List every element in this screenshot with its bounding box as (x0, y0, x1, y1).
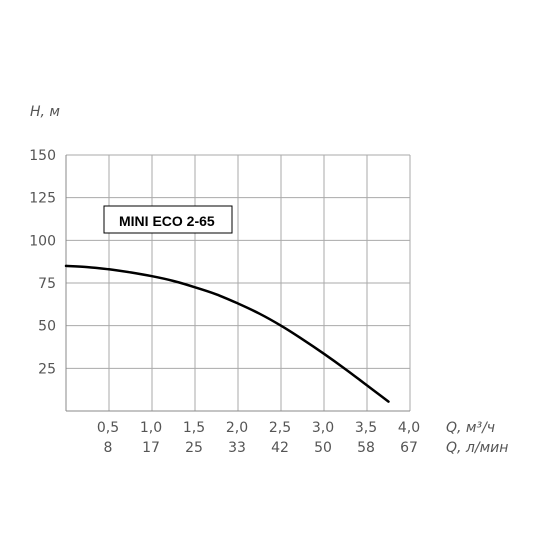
grid (66, 154, 411, 411)
x-tick-label-secondary: 25 (185, 440, 203, 456)
x-tick-labels: 0,5 8 1,0 17 1,5 25 2,0 33 2,5 42 3,0 50 3,5 58 4,0 67 (97, 420, 420, 456)
x-tick-label-secondary: 33 (228, 440, 246, 456)
x-tick-label-secondary: 17 (142, 440, 160, 456)
x-tick-label-secondary: 8 (104, 440, 113, 456)
x-tick-label-secondary: 42 (271, 440, 289, 456)
x-tick-label-primary: 1,0 (140, 420, 162, 436)
x-tick-label-primary: 0,5 (97, 420, 119, 436)
y-tick-label: 25 (38, 361, 56, 377)
y-tick-label: 125 (29, 191, 56, 207)
x-tick-label-primary: 2,0 (226, 420, 248, 436)
model-label-frame (103, 205, 233, 234)
y-tick-label: 150 (29, 148, 56, 164)
x-tick-label-primary: 3,5 (355, 420, 377, 436)
chart-title: MINI ECO 2-65 (119, 213, 215, 229)
x-axis-label-secondary: Q, л/мин (446, 440, 508, 456)
x-tick-label-primary: 3,0 (312, 420, 334, 436)
axes (65, 155, 410, 412)
pump-curve-line (64, 264, 390, 403)
y-axis-label: H, м (30, 104, 60, 120)
x-tick-label-secondary: 50 (314, 440, 332, 456)
y-tick-labels: 25 50 75 100 125 150 (29, 148, 56, 377)
x-tick-label-secondary: 67 (400, 440, 418, 456)
x-tick-label-secondary: 58 (357, 440, 375, 456)
y-tick-label: 75 (38, 276, 56, 292)
x-tick-label-primary: 4,0 (398, 420, 420, 436)
x-tick-label-primary: 1,5 (183, 420, 205, 436)
x-axis-label-primary: Q, м³/ч (446, 420, 495, 436)
y-tick-label: 100 (29, 233, 56, 249)
series (64, 264, 390, 403)
model-label-box: MINI ECO 2-65 (103, 205, 233, 234)
y-tick-label: 50 (38, 319, 56, 335)
x-tick-label-primary: 2,5 (269, 420, 291, 436)
